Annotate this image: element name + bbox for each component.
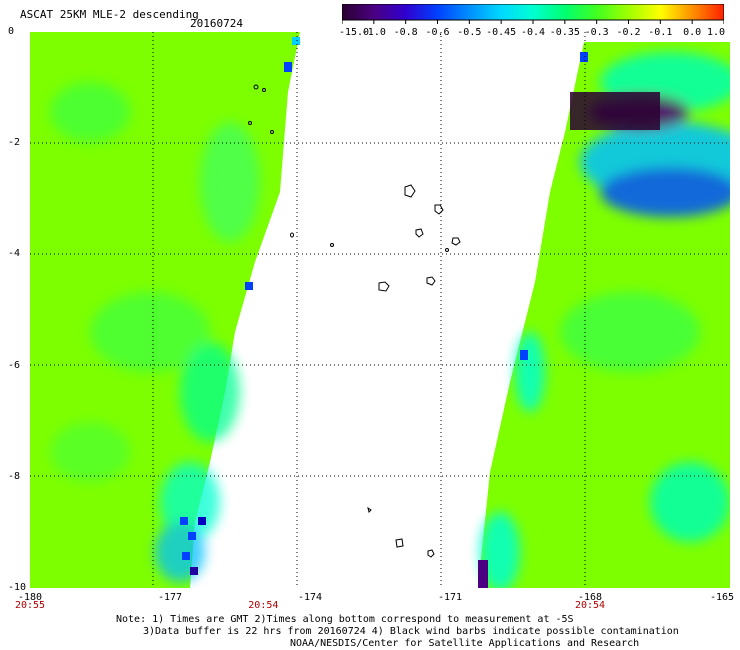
x-axis-label: -165	[709, 592, 735, 603]
right-swath	[478, 42, 730, 588]
color-scale-label: -0.6	[425, 27, 450, 38]
x-axis-label: -168	[577, 592, 603, 603]
color-scale-label: -0.8	[393, 27, 418, 38]
y-axis-label: -4	[8, 248, 21, 260]
color-scale-label: -1.0	[361, 27, 386, 38]
x-axis-label: -174	[297, 592, 323, 603]
swath-map	[30, 32, 730, 588]
note-line-1: Note: 1) Times are GMT 2)Times along bot…	[116, 614, 574, 625]
color-scale-label: -0.2	[616, 27, 641, 38]
color-scale-label: -0.4	[520, 27, 546, 38]
color-scale-label: -0.5	[457, 27, 482, 38]
y-axis-label: -2	[8, 137, 21, 149]
grid-lines	[30, 32, 730, 588]
color-scale-bar	[342, 4, 724, 24]
left-swath	[30, 32, 300, 588]
color-scale-label: -15.0	[338, 27, 370, 38]
y-axis-label: -8	[8, 470, 21, 482]
note-line-2: 3)Data buffer is 22 hrs from 20160724 4)…	[143, 626, 679, 637]
color-scale-label: -0.35	[549, 27, 580, 38]
x-axis-label: -171	[437, 592, 463, 603]
color-scale-labels: -15.0 -1.0 -0.8 -0.6 -0.5 -0.45 -0.4 -0.35 -0.3-…	[338, 27, 726, 39]
note-line-3: NOAA/NESDIS/Center for Satellite Applica…	[290, 638, 640, 649]
x-axis-label: -180	[17, 592, 43, 603]
map-title: ASCAT 25KM MLE-2 descending	[20, 8, 199, 21]
color-scale-label: -0.45	[486, 27, 517, 38]
y-axis-label: 0	[8, 26, 15, 37]
color-scale-label: -0.1	[648, 27, 673, 38]
time-label: 20:54	[574, 600, 606, 611]
island-outlines	[248, 84, 461, 558]
time-label: 20:54	[248, 600, 279, 611]
color-scale-label: 1.0	[706, 27, 726, 38]
time-label: 20:55	[14, 600, 46, 611]
x-axis-label: -177	[157, 592, 183, 603]
color-scale-label: -0.3	[584, 27, 609, 38]
map-date: 20160724	[190, 17, 243, 30]
color-scale-label: 0.0	[683, 27, 702, 38]
y-axis-label: -6	[8, 359, 21, 371]
color-scale-gradient	[342, 4, 724, 21]
y-axis-label: -10	[8, 582, 27, 593]
